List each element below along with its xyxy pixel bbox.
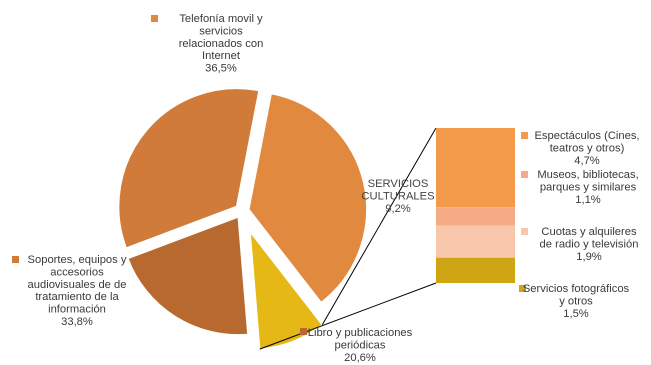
pie-label-servicios-culturales: SERVICIOS CULTURALES 9,2% (361, 178, 434, 215)
bar-label-espectaculos-cines-teatros-y-otros: Espectáculos (Cines, teatros y otros) 4,7% (534, 130, 639, 167)
legend-marker-cuotas-y-alquileres-de-radio-y-television (521, 228, 528, 235)
bar-segment-museos-bibliotecas-parques-y-similares (436, 207, 515, 226)
legend-marker-soportes-equipos-y-accesorios-audiovisuales-de-de-tratamiento-de-la-informacion (12, 256, 19, 263)
connector-line-bottom (259, 282, 437, 350)
pie-chart (117, 87, 368, 350)
pie-label-telefonia-movil-y-servicios-relacionados-con-internet: Telefonía movil y servicios relacionados c… (179, 13, 264, 75)
bar-label-museos-bibliotecas-parques-y-similares: Museos, bibliotecas, parques y similares 1… (537, 169, 638, 206)
connector-line-top (321, 127, 437, 325)
bar-label-servicios-fotograficos-y-otros: Servicios fotográficos y otros 1,5% (523, 283, 630, 320)
pie-slice-soportes-equipos-y-accesorios-audiovisuales-de-de-tratamiento-de-la-informacion (117, 87, 260, 250)
bar-segment-espectaculos-cines-teatros-y-otros (436, 128, 515, 208)
pie-slice-libro-y-publicaciones-periodicas (126, 215, 249, 336)
connector-lines (259, 127, 437, 350)
stacked-bar (436, 128, 515, 283)
bar-label-cuotas-y-alquileres-de-radio-y-television: Cuotas y alquileres de radio y televisión… (540, 226, 639, 263)
legend-marker-espectaculos-cines-teatros-y-otros (521, 132, 528, 139)
legend-marker-servicios-fotograficos-y-otros (519, 285, 526, 292)
bar-segment-servicios-fotograficos-y-otros (436, 257, 515, 283)
pie-label-soportes-equipos-y-accesorios-audiovisuales-de-de-tratamiento-de-la-informacion: Soportes, equipos y accesorios audiovisual… (28, 254, 127, 328)
bar-segment-cuotas-y-alquileres-de-radio-y-television (436, 225, 515, 258)
legend-marker-telefonia-movil-y-servicios-relacionados-con-internet (151, 15, 158, 22)
legend-marker-libro-y-publicaciones-periodicas (300, 328, 307, 335)
legend-marker-museos-bibliotecas-parques-y-similares (521, 171, 528, 178)
pie-slice-telefonia-movil-y-servicios-relacionados-con-internet (248, 92, 368, 304)
chart-labels: Telefonía movil y servicios relacionados c… (12, 13, 640, 364)
pie-label-libro-y-publicaciones-periodicas: Libro y publicaciones periódicas 20,6% (308, 327, 413, 364)
